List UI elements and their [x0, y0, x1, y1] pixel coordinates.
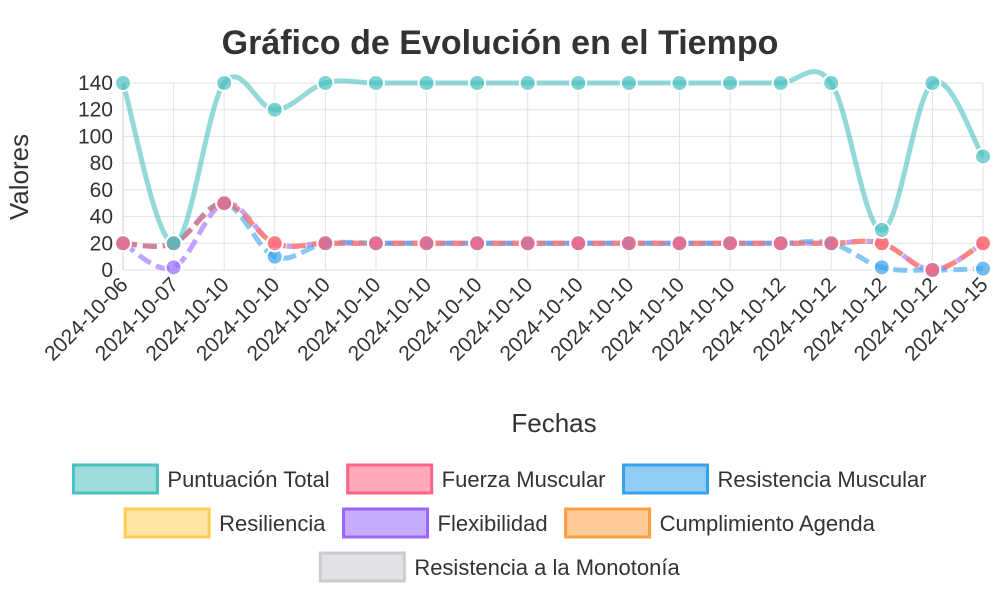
data-point[interactable]: [366, 74, 385, 92]
legend-swatch: [318, 551, 406, 583]
data-point[interactable]: [569, 234, 588, 253]
data-point[interactable]: [164, 258, 183, 277]
y-tick-label: 100: [78, 125, 113, 148]
y-tick-label: 20: [90, 232, 113, 255]
data-point[interactable]: [670, 234, 689, 253]
data-point[interactable]: [114, 234, 132, 253]
legend-swatch: [622, 463, 710, 495]
legend-item[interactable]: Flexibilidad: [342, 507, 548, 539]
series-line: [121, 200, 985, 273]
data-point[interactable]: [366, 234, 385, 253]
data-point[interactable]: [316, 234, 335, 253]
x-axis-title: Fechas: [511, 408, 596, 438]
y-tick-label: 120: [78, 99, 113, 122]
data-point[interactable]: [923, 74, 942, 92]
series-line: [122, 200, 985, 273]
data-point[interactable]: [518, 74, 537, 92]
data-point[interactable]: [721, 234, 740, 253]
series-line: [122, 200, 985, 273]
series-1: [114, 194, 992, 279]
legend-label: Fuerza Muscular: [442, 467, 606, 492]
series-line: [122, 200, 985, 273]
data-point[interactable]: [468, 234, 487, 253]
series-2: [114, 194, 992, 279]
data-point[interactable]: [974, 234, 992, 253]
legend-swatch: [123, 507, 211, 539]
y-axis-ticks: 0 20 40 60 80 100 120 140: [78, 72, 113, 282]
legend: Puntuación Total Fuerza Muscular Resistenc…: [71, 463, 927, 583]
series-3: [114, 194, 992, 279]
y-tick-label: 140: [78, 72, 113, 95]
data-point[interactable]: [417, 234, 436, 253]
legend-swatch: [342, 507, 430, 539]
data-point[interactable]: [265, 100, 284, 119]
data-point[interactable]: [619, 74, 638, 92]
legend-label: Resistencia a la Monotonía: [414, 555, 680, 580]
legend-swatch: [71, 463, 159, 495]
data-point[interactable]: [872, 220, 891, 239]
data-point[interactable]: [164, 234, 183, 253]
data-point[interactable]: [974, 259, 992, 278]
series-5: [114, 194, 992, 279]
legend-item[interactable]: Resiliencia: [123, 507, 326, 539]
data-point[interactable]: [619, 234, 638, 253]
series-6: [114, 194, 992, 279]
legend-label: Puntuación Total: [167, 467, 329, 492]
series-layer: [114, 69, 992, 279]
series-line: [122, 200, 985, 273]
data-point[interactable]: [670, 74, 689, 92]
legend-label: Resiliencia: [219, 511, 326, 536]
legend-item[interactable]: Fuerza Muscular: [346, 463, 606, 495]
y-tick-label: 80: [90, 152, 113, 175]
legend-label: Flexibilidad: [438, 511, 548, 536]
legend-label: Resistencia Muscular: [718, 467, 927, 492]
data-point[interactable]: [974, 147, 992, 166]
data-point[interactable]: [569, 74, 588, 92]
data-point[interactable]: [518, 234, 537, 253]
x-axis-ticks: 2024-10-062024-10-072024-10-102024-10-10…: [40, 273, 992, 365]
legend-swatch: [564, 507, 652, 539]
y-tick-label: 40: [90, 206, 113, 229]
legend-swatch: [346, 463, 434, 495]
data-point[interactable]: [822, 234, 841, 253]
y-tick-label: 60: [90, 179, 113, 202]
data-point[interactable]: [822, 74, 841, 92]
series-0: [114, 69, 992, 253]
series-line: [120, 69, 986, 246]
y-tick-label: 0: [101, 259, 113, 282]
legend-item[interactable]: Resistencia Muscular: [622, 463, 927, 495]
data-point[interactable]: [215, 194, 234, 213]
chart-title: Gráfico de Evolución en el Tiempo: [222, 24, 779, 62]
data-point[interactable]: [771, 234, 790, 253]
data-point[interactable]: [114, 74, 132, 92]
data-point[interactable]: [316, 74, 335, 92]
series-line: [122, 200, 984, 273]
legend-label: Cumplimiento Agenda: [660, 511, 876, 536]
data-point[interactable]: [417, 74, 436, 92]
data-point[interactable]: [215, 74, 234, 92]
data-point[interactable]: [923, 261, 942, 279]
data-point[interactable]: [721, 74, 740, 92]
legend-item[interactable]: Resistencia a la Monotonía: [318, 551, 680, 583]
y-axis-title: Valores: [4, 134, 34, 220]
legend-item[interactable]: Cumplimiento Agenda: [564, 507, 876, 539]
series-4: [114, 194, 992, 279]
data-point[interactable]: [771, 74, 790, 92]
data-point[interactable]: [872, 258, 891, 277]
legend-item[interactable]: Puntuación Total: [71, 463, 330, 495]
data-point[interactable]: [265, 234, 284, 253]
data-point[interactable]: [468, 74, 487, 92]
